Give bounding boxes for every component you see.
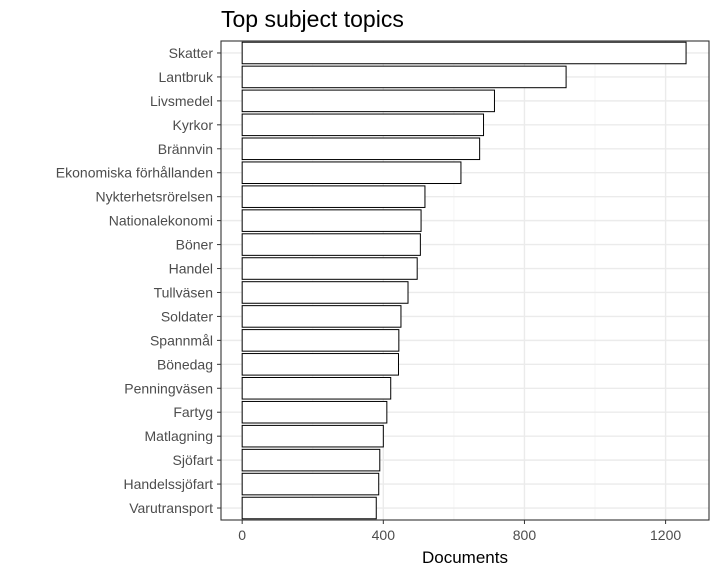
- bar: [241, 257, 418, 280]
- category-label: Spannmål: [150, 332, 213, 348]
- category-label: Soldater: [161, 308, 213, 324]
- category-label: Bönedag: [157, 356, 213, 372]
- x-tick-label: 0: [238, 527, 246, 543]
- bar: [241, 400, 388, 424]
- bar: [241, 41, 687, 65]
- bar: [241, 185, 426, 208]
- bar: [241, 496, 377, 520]
- category-label: Nationalekonomi: [109, 213, 213, 229]
- bar: [241, 448, 381, 472]
- x-axis-label: Documents: [422, 548, 508, 567]
- category-label: Kyrkor: [173, 117, 214, 133]
- category-labels: Skatter Lantbruk Livsmedel Kyrkor Brännvin Ek…: [56, 45, 221, 516]
- category-label: Ekonomiska förhållanden: [56, 165, 213, 181]
- bar: [241, 376, 392, 400]
- bars: [241, 41, 687, 520]
- category-label: Lantbruk: [159, 69, 214, 85]
- chart-title: Top subject topics: [221, 6, 404, 32]
- category-label: Varutransport: [129, 500, 213, 516]
- grid: [221, 41, 709, 520]
- category-label: Brännvin: [158, 141, 213, 157]
- bar: [241, 424, 384, 448]
- category-label: Nykterhetsrörelsen: [96, 189, 214, 205]
- category-label: Handel: [169, 261, 213, 277]
- x-axis-ticks: 0 400 800 1200: [238, 520, 681, 543]
- bar: [241, 89, 495, 113]
- bar: [241, 209, 422, 232]
- bar: [241, 161, 462, 185]
- category-label: Sjöfart: [173, 452, 214, 468]
- category-label: Penningväsen: [124, 380, 213, 396]
- bar: [241, 329, 400, 352]
- category-label: Matlagning: [145, 428, 214, 444]
- category-label: Handelssjöfart: [124, 476, 214, 492]
- bar: [241, 65, 567, 89]
- category-label: Skatter: [169, 45, 214, 61]
- x-tick-label: 800: [513, 527, 537, 543]
- bar: [241, 353, 399, 376]
- bar: [241, 137, 481, 161]
- bar: [241, 472, 380, 496]
- category-label: Tullväsen: [154, 284, 213, 300]
- x-tick-label: 1200: [650, 527, 681, 543]
- plot-panel-border: [220, 40, 710, 521]
- x-tick-label: 400: [372, 527, 396, 543]
- bar: [241, 233, 421, 256]
- bar: [241, 281, 409, 304]
- category-label: Fartyg: [173, 404, 213, 420]
- bar: [241, 113, 485, 137]
- category-label: Böner: [176, 237, 214, 253]
- bar: [241, 305, 402, 328]
- category-label: Livsmedel: [150, 93, 213, 109]
